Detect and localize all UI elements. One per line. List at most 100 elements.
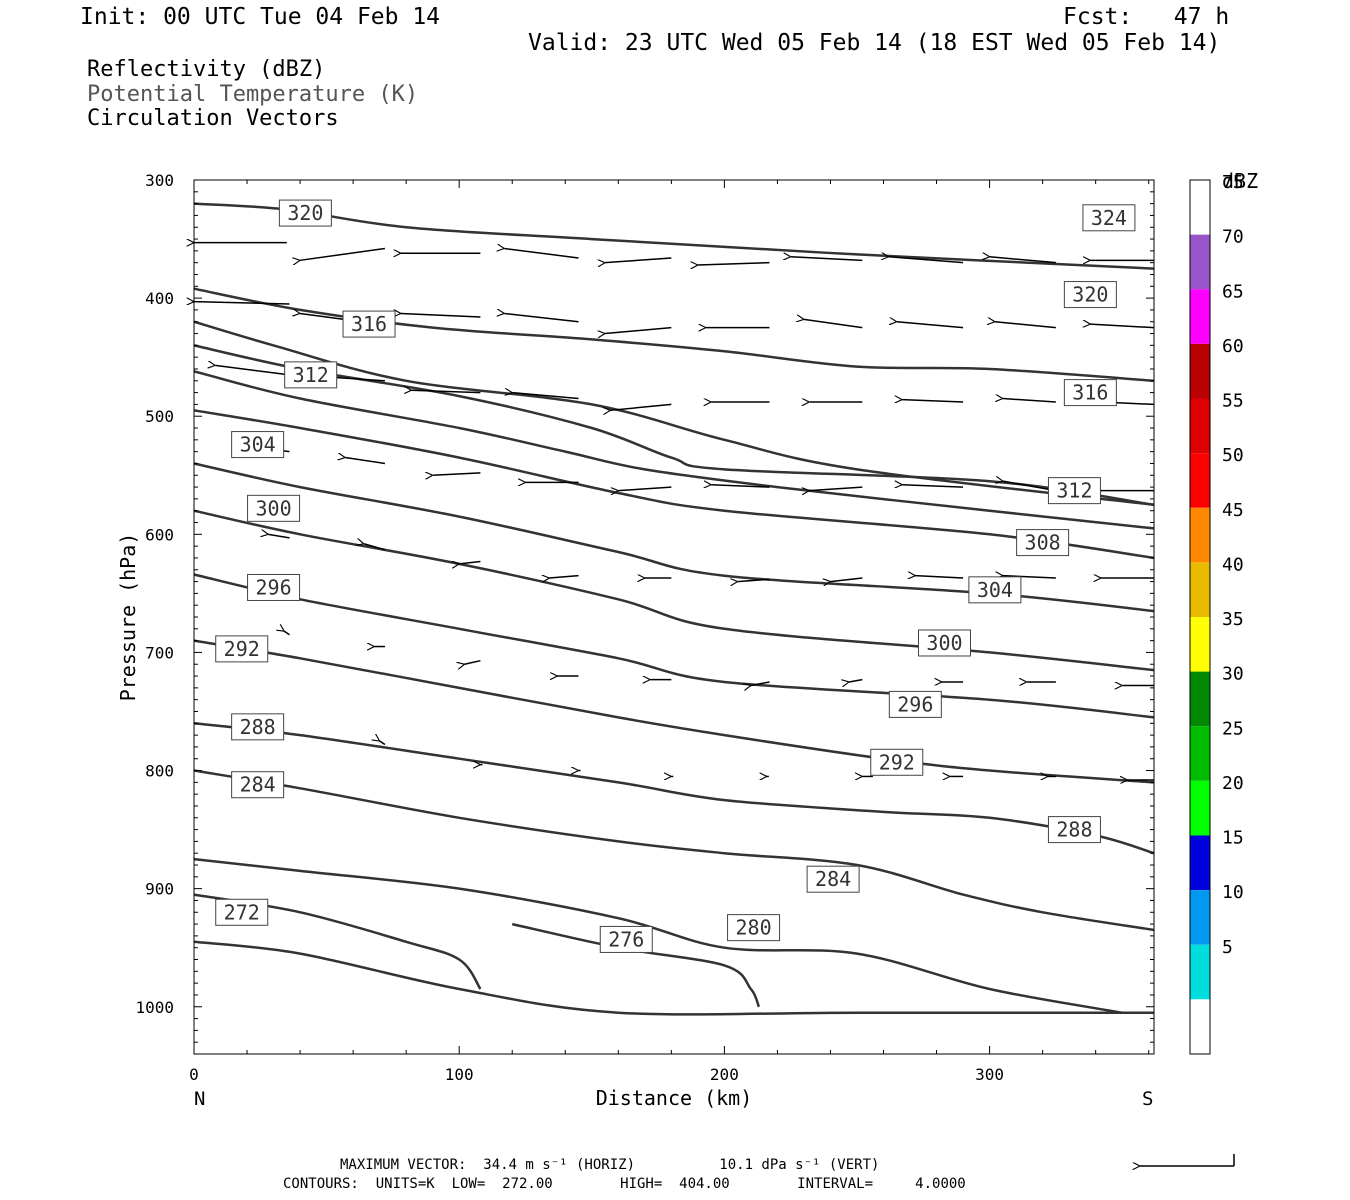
contour-label-text: 284 xyxy=(815,867,851,891)
contour-label-box xyxy=(806,865,860,893)
contour-label-text: 284 xyxy=(240,773,276,797)
contour-label-box xyxy=(215,898,269,926)
colorbar-segment xyxy=(1190,234,1210,290)
init-time: Init: 00 UTC Tue 04 Feb 14 xyxy=(80,4,441,30)
x-tick-label: 300 xyxy=(975,1065,1004,1084)
contour-label-text: 292 xyxy=(879,750,915,774)
contour-label-text: 312 xyxy=(1056,479,1092,503)
circulation-vector xyxy=(849,678,863,682)
circulation-vector xyxy=(215,365,290,376)
valid-time: Valid: 23 UTC Wed 05 Feb 14 (18 EST Wed … xyxy=(528,30,1221,56)
circulation-vector xyxy=(902,400,964,402)
contour-label: 288 xyxy=(231,713,285,741)
circulation-vector xyxy=(268,534,290,539)
circulation-vector xyxy=(459,561,481,563)
footer-max-vector: MAXIMUM VECTOR: 34.4 m s⁻¹ (HORIZ) 10.1 … xyxy=(340,1157,880,1173)
circulation-vector xyxy=(897,322,964,329)
contour-label: 276 xyxy=(599,925,653,953)
y-tick-label: 700 xyxy=(145,643,174,662)
colorbar-segment xyxy=(1190,890,1210,945)
contour-label: 292 xyxy=(870,748,924,776)
isentrope-line xyxy=(193,287,1155,383)
contour-label: 288 xyxy=(1047,816,1101,844)
isentrope-line xyxy=(193,509,1155,672)
colorbar-segment xyxy=(1190,507,1210,563)
colorbar-tick-label: 25 xyxy=(1222,718,1244,739)
colorbar-tick-label: 15 xyxy=(1222,828,1244,849)
colorbar-segment xyxy=(1190,671,1210,727)
contour-label-text: 316 xyxy=(351,312,387,336)
colorbar-tick-label: 75 xyxy=(1222,172,1244,193)
contour-label-text: 316 xyxy=(1072,381,1108,405)
isentrope-line xyxy=(193,769,1155,932)
colorbar-tick-label: 20 xyxy=(1222,773,1244,794)
contour-label-box xyxy=(247,494,301,522)
contour-label-box xyxy=(1063,281,1117,309)
colorbar-segment xyxy=(1190,944,1210,1000)
colorbar-segment xyxy=(1190,453,1210,508)
axis-layer: 300 400 500 600 700 800 900 1000 0 100 200 300 xyxy=(135,171,1154,1084)
circulation-vector xyxy=(698,263,770,265)
contour-label-text: 320 xyxy=(287,201,323,225)
isentrope-line xyxy=(193,320,1155,507)
contour-label-text: 300 xyxy=(926,631,962,655)
contour-label-box xyxy=(888,690,942,718)
legend-circulation-vectors: Circulation Vectors xyxy=(87,106,339,131)
isentrope-line xyxy=(193,573,1155,719)
circulation-vector xyxy=(1003,576,1056,578)
contour-label-box xyxy=(215,635,269,663)
contour-label: 316 xyxy=(1063,379,1117,407)
contour-label-box xyxy=(342,310,396,338)
circulation-vector xyxy=(605,326,672,334)
x-tick-label: 100 xyxy=(445,1065,474,1084)
contour-label: 320 xyxy=(278,199,332,227)
colorbar-tick-label: 40 xyxy=(1222,554,1244,575)
contour-label: 284 xyxy=(806,865,860,893)
isentrope-line xyxy=(193,409,1155,560)
contour-label: 280 xyxy=(727,914,781,942)
contour-label: 284 xyxy=(231,771,285,799)
circulation-vector xyxy=(830,577,863,582)
contour-label-text: 292 xyxy=(224,637,260,661)
circulation-vector xyxy=(464,659,481,665)
y-tick-label: 500 xyxy=(145,407,174,426)
circulation-vector xyxy=(364,544,386,551)
dbz-colorbar: 5 10 15 20 25 30 35 40 45 50 55 60 65 70 75 xyxy=(1189,172,1244,1055)
contour-label: 300 xyxy=(917,629,971,657)
circulation-vector xyxy=(618,486,672,491)
colorbar-tick-label: 5 xyxy=(1222,937,1233,958)
colorbar-tick-label: 50 xyxy=(1222,445,1244,466)
circulation-vector xyxy=(549,576,579,578)
contour-label: 312 xyxy=(284,361,338,389)
colorbar-tick-label: 45 xyxy=(1222,500,1244,521)
circulation-vector xyxy=(751,681,770,686)
circulation-vector xyxy=(504,249,579,259)
contour-label: 300 xyxy=(247,494,301,522)
circulation-vector xyxy=(1003,481,1057,492)
x-end-label-north: N xyxy=(194,1088,205,1110)
x-tick-label: 200 xyxy=(710,1065,739,1084)
contour-label: 320 xyxy=(1063,281,1117,309)
isentrope-line xyxy=(193,940,1154,1016)
circulation-vector xyxy=(738,579,770,581)
contour-label-text: 288 xyxy=(1056,818,1092,842)
circulation-vector xyxy=(284,631,290,636)
circulation-vector xyxy=(504,313,579,323)
colorbar-unit-label: dBZ xyxy=(1222,169,1258,193)
colorbar-segment xyxy=(1190,617,1210,672)
circulation-vector xyxy=(809,486,863,491)
circulation-vector xyxy=(902,485,964,487)
contour-label: 308 xyxy=(1016,529,1070,557)
contour-label-text: 308 xyxy=(1025,531,1061,555)
x-axis-label: Distance (km) xyxy=(596,1086,753,1110)
isentrope-line xyxy=(511,922,761,1008)
colorbar-segment xyxy=(1190,562,1210,617)
circulation-vector xyxy=(300,247,386,261)
contour-label: 272 xyxy=(215,898,269,926)
contour-label: 292 xyxy=(215,635,269,663)
vector-layer xyxy=(194,243,1155,780)
legend-reflectivity: Reflectivity (dBZ) xyxy=(87,57,326,82)
contour-label-text: 304 xyxy=(240,433,276,457)
contour-label-box xyxy=(727,914,781,942)
